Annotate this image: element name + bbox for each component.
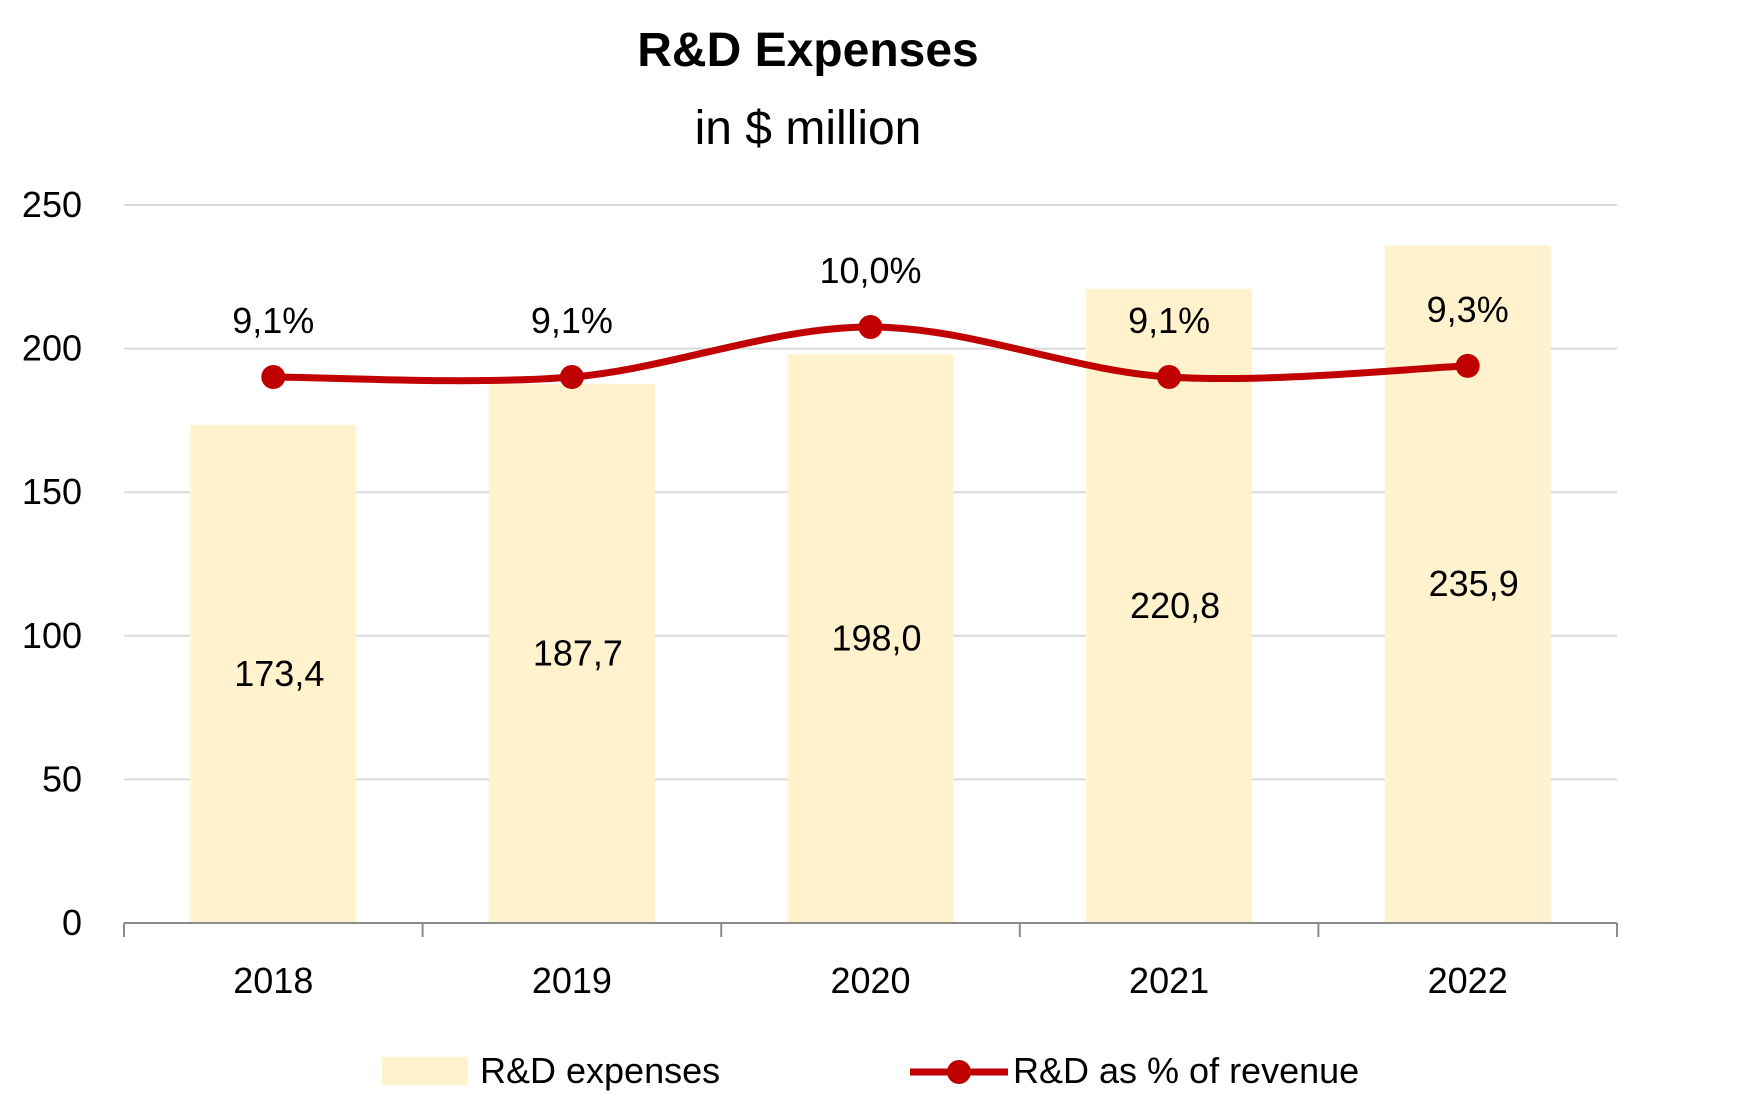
bar: [488, 383, 655, 923]
chart-subtitle: in $ million: [695, 102, 922, 155]
percent-label: 9,1%: [531, 300, 613, 341]
bar-value-label: 198,0: [831, 618, 921, 659]
percent-point: [559, 365, 584, 389]
percent-label: 10,0%: [819, 250, 921, 291]
y-axis-ticks: 0 50 100 150 200 250: [22, 184, 82, 943]
percent-point: [1455, 353, 1480, 378]
y-tick-label: 250: [22, 184, 82, 225]
bar-value-labels: 173,4 187,7 198,0 220,8 235,9: [234, 563, 1518, 694]
x-tick-label: 2019: [532, 960, 612, 1001]
percent-label: 9,1%: [232, 300, 314, 341]
percent-label: 9,3%: [1427, 289, 1509, 330]
chart-title: R&D Expenses: [637, 24, 978, 77]
legend-label-bar: R&D expenses: [480, 1050, 720, 1091]
percent-line: [261, 315, 1480, 389]
legend-label-line: R&D as % of revenue: [1013, 1050, 1359, 1091]
x-tick-label: 2021: [1129, 960, 1209, 1001]
bar: [1086, 288, 1253, 923]
x-tick-label: 2020: [830, 960, 910, 1001]
y-tick-label: 200: [22, 328, 82, 369]
legend: R&D expenses R&D as % of revenue: [382, 1050, 1359, 1091]
bar-value-label: 235,9: [1429, 563, 1519, 604]
bar: [787, 354, 954, 923]
percent-label: 9,1%: [1128, 300, 1210, 341]
bar: [190, 424, 357, 923]
y-tick-label: 100: [22, 615, 82, 656]
x-axis: 2018 2019 2020 2021 2022: [123, 922, 1618, 1001]
percent-point: [261, 365, 286, 389]
x-tick-label: 2022: [1428, 960, 1508, 1001]
x-tick-label: 2018: [233, 960, 313, 1001]
y-tick-label: 50: [42, 758, 82, 799]
y-tick-label: 150: [22, 471, 82, 512]
y-tick-label: 0: [62, 902, 82, 943]
legend-swatch-marker: [947, 1060, 971, 1084]
bar-value-label: 187,7: [533, 632, 623, 673]
percent-labels: 9,1% 9,1% 10,0% 9,1% 9,3%: [232, 250, 1508, 341]
legend-swatch-bar: [382, 1057, 468, 1085]
bar-value-label: 220,8: [1130, 585, 1220, 626]
percent-point: [1157, 365, 1182, 389]
percent-point: [858, 315, 883, 339]
bar-value-label: 173,4: [234, 653, 324, 694]
bars: [190, 245, 1551, 924]
